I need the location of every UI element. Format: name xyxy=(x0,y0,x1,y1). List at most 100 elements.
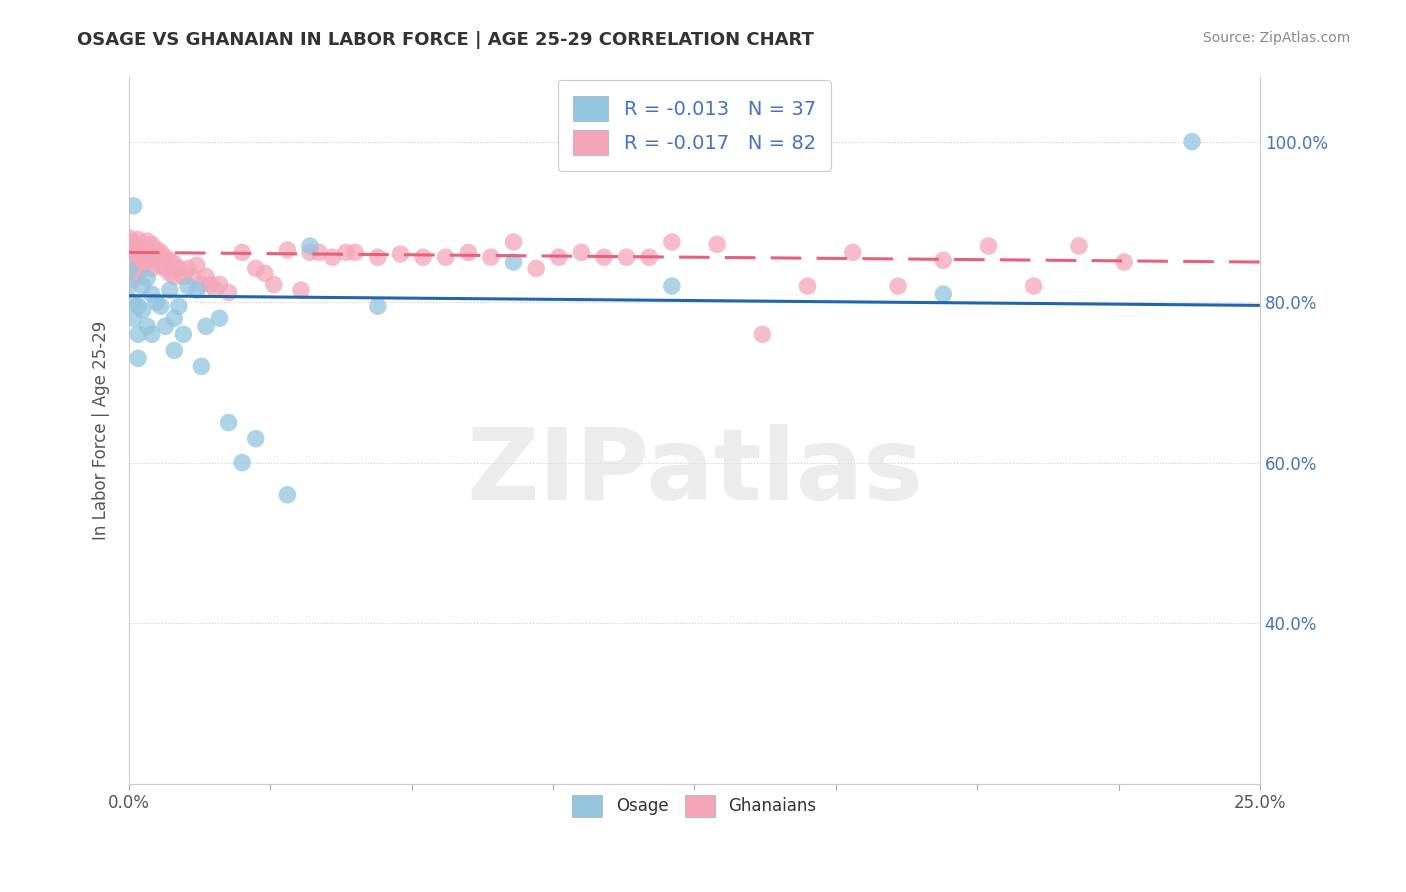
Point xyxy=(136,244,159,258)
Point xyxy=(367,299,389,313)
Point xyxy=(127,351,149,366)
Point xyxy=(276,488,298,502)
Point xyxy=(149,299,172,313)
Text: ZIPatlas: ZIPatlas xyxy=(465,425,922,522)
Point xyxy=(204,282,226,296)
Point xyxy=(131,303,153,318)
Point xyxy=(131,237,153,252)
Point xyxy=(367,250,389,264)
Point xyxy=(593,250,616,264)
Point xyxy=(163,311,186,326)
Point xyxy=(131,279,153,293)
Point xyxy=(298,239,321,253)
Point xyxy=(118,279,141,293)
Point xyxy=(131,261,153,276)
Point xyxy=(231,456,253,470)
Point xyxy=(190,277,212,292)
Point xyxy=(122,265,145,279)
Text: Source: ZipAtlas.com: Source: ZipAtlas.com xyxy=(1202,31,1350,45)
Point xyxy=(1022,279,1045,293)
Point xyxy=(502,235,524,249)
Point xyxy=(796,279,818,293)
Point xyxy=(638,250,661,264)
Point xyxy=(127,266,149,280)
Point xyxy=(159,253,181,268)
Point xyxy=(131,253,153,268)
Point xyxy=(571,245,593,260)
Point xyxy=(457,245,479,260)
Point xyxy=(932,253,955,268)
Point xyxy=(122,311,145,326)
Point xyxy=(245,261,267,276)
Point xyxy=(208,311,231,326)
Point xyxy=(118,231,141,245)
Point xyxy=(127,245,149,260)
Point xyxy=(1067,239,1090,253)
Point xyxy=(218,285,240,300)
Point xyxy=(122,249,145,263)
Point xyxy=(136,271,159,285)
Y-axis label: In Labor Force | Age 25-29: In Labor Force | Age 25-29 xyxy=(93,321,110,541)
Point xyxy=(141,237,163,252)
Point xyxy=(335,245,357,260)
Point xyxy=(155,319,177,334)
Point xyxy=(181,269,204,284)
Point xyxy=(200,277,222,292)
Point xyxy=(502,255,524,269)
Point xyxy=(159,266,181,280)
Point xyxy=(547,250,569,264)
Point xyxy=(131,247,153,261)
Point xyxy=(524,261,547,276)
Point xyxy=(661,235,683,249)
Point xyxy=(245,432,267,446)
Point xyxy=(118,263,141,277)
Point xyxy=(141,327,163,342)
Point xyxy=(127,258,149,272)
Point xyxy=(159,283,181,297)
Point xyxy=(308,245,330,260)
Point xyxy=(194,319,217,334)
Point xyxy=(172,269,194,284)
Point xyxy=(263,277,285,292)
Point xyxy=(149,245,172,260)
Point xyxy=(706,237,728,252)
Point xyxy=(177,279,200,293)
Point xyxy=(290,283,312,297)
Point xyxy=(190,359,212,374)
Point xyxy=(177,261,200,276)
Point xyxy=(149,258,172,272)
Point xyxy=(127,250,149,264)
Point xyxy=(1114,255,1136,269)
Point xyxy=(141,287,163,301)
Text: OSAGE VS GHANAIAN IN LABOR FORCE | AGE 25-29 CORRELATION CHART: OSAGE VS GHANAIAN IN LABOR FORCE | AGE 2… xyxy=(77,31,814,49)
Point xyxy=(155,261,177,276)
Point xyxy=(1181,135,1204,149)
Point xyxy=(172,327,194,342)
Point xyxy=(887,279,910,293)
Point xyxy=(253,266,276,280)
Point xyxy=(118,243,141,257)
Point xyxy=(145,242,167,256)
Point xyxy=(298,245,321,260)
Point xyxy=(163,343,186,358)
Point xyxy=(145,295,167,310)
Point xyxy=(194,269,217,284)
Point xyxy=(122,295,145,310)
Point xyxy=(122,257,145,271)
Point xyxy=(167,299,190,313)
Point xyxy=(661,279,683,293)
Point xyxy=(127,233,149,247)
Point xyxy=(322,250,344,264)
Point xyxy=(186,258,208,272)
Point xyxy=(122,273,145,287)
Point xyxy=(167,261,190,276)
Point xyxy=(118,259,141,273)
Point xyxy=(118,235,141,249)
Point xyxy=(616,250,638,264)
Point xyxy=(208,277,231,292)
Point xyxy=(127,327,149,342)
Point xyxy=(412,250,434,264)
Point xyxy=(977,239,1000,253)
Point xyxy=(141,250,163,264)
Point xyxy=(136,319,159,334)
